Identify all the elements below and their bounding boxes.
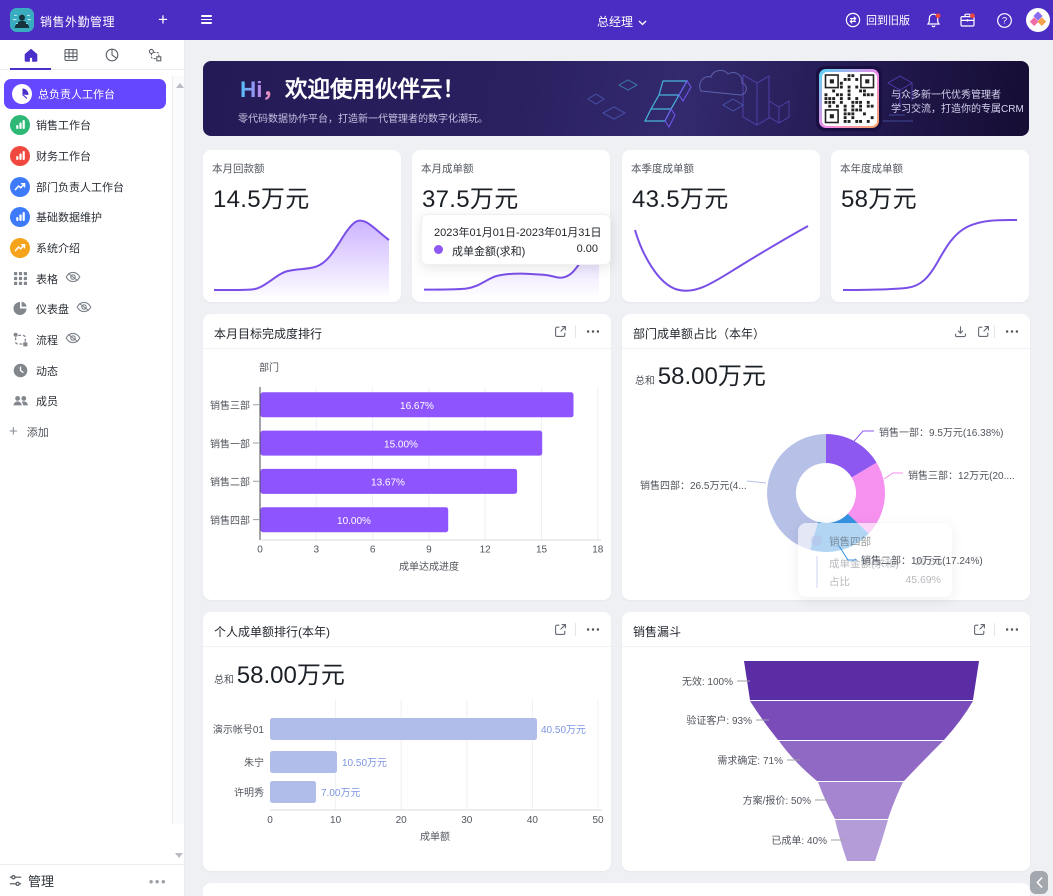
svg-text:40.50万元: 40.50万元	[541, 725, 586, 736]
svg-text:10.00%: 10.00%	[337, 516, 371, 527]
svg-text:销售二部: 销售二部	[210, 476, 250, 489]
svg-text:许明秀: 许明秀	[234, 787, 264, 799]
svg-text:?: ?	[1002, 15, 1007, 26]
svg-text:验证客户: 93%: 验证客户: 93%	[686, 714, 752, 727]
svg-text:销售四部: 销售四部	[210, 514, 250, 527]
svg-text:成单达成进度: 成单达成进度	[399, 560, 459, 573]
svg-text:成单额: 成单额	[420, 830, 450, 843]
svg-text:30: 30	[461, 815, 473, 826]
svg-text:已成单: 40%: 已成单: 40%	[771, 835, 827, 847]
svg-text:部门: 部门	[259, 361, 279, 374]
svg-text:朱宁: 朱宁	[244, 756, 264, 769]
svg-text:15: 15	[536, 545, 548, 556]
svg-text:6: 6	[370, 545, 376, 556]
svg-text:15.00%: 15.00%	[384, 439, 418, 450]
svg-text:销售三部: 销售三部	[210, 399, 250, 412]
svg-text:方案/报价: 50%: 方案/报价: 50%	[743, 794, 811, 807]
svg-text:18: 18	[592, 545, 604, 556]
svg-text:演示帐号01: 演示帐号01	[213, 723, 265, 736]
svg-text:无效: 100%: 无效: 100%	[682, 675, 733, 688]
svg-text:20: 20	[396, 815, 408, 826]
svg-text:10: 10	[330, 815, 342, 826]
svg-text:9: 9	[426, 545, 432, 556]
svg-text:10.50万元: 10.50万元	[342, 758, 387, 769]
svg-text:50: 50	[592, 815, 604, 826]
svg-text:12: 12	[480, 545, 492, 556]
svg-text:0: 0	[267, 815, 273, 826]
svg-text:13.67%: 13.67%	[371, 478, 405, 489]
svg-text:0: 0	[257, 545, 263, 556]
svg-text:7.00万元: 7.00万元	[321, 788, 360, 799]
svg-text:40: 40	[527, 815, 539, 826]
svg-text:3: 3	[314, 545, 320, 556]
svg-text:销售一部: 销售一部	[210, 437, 250, 450]
svg-text:需求确定: 71%: 需求确定: 71%	[717, 754, 783, 767]
svg-text:16.67%: 16.67%	[400, 401, 434, 412]
